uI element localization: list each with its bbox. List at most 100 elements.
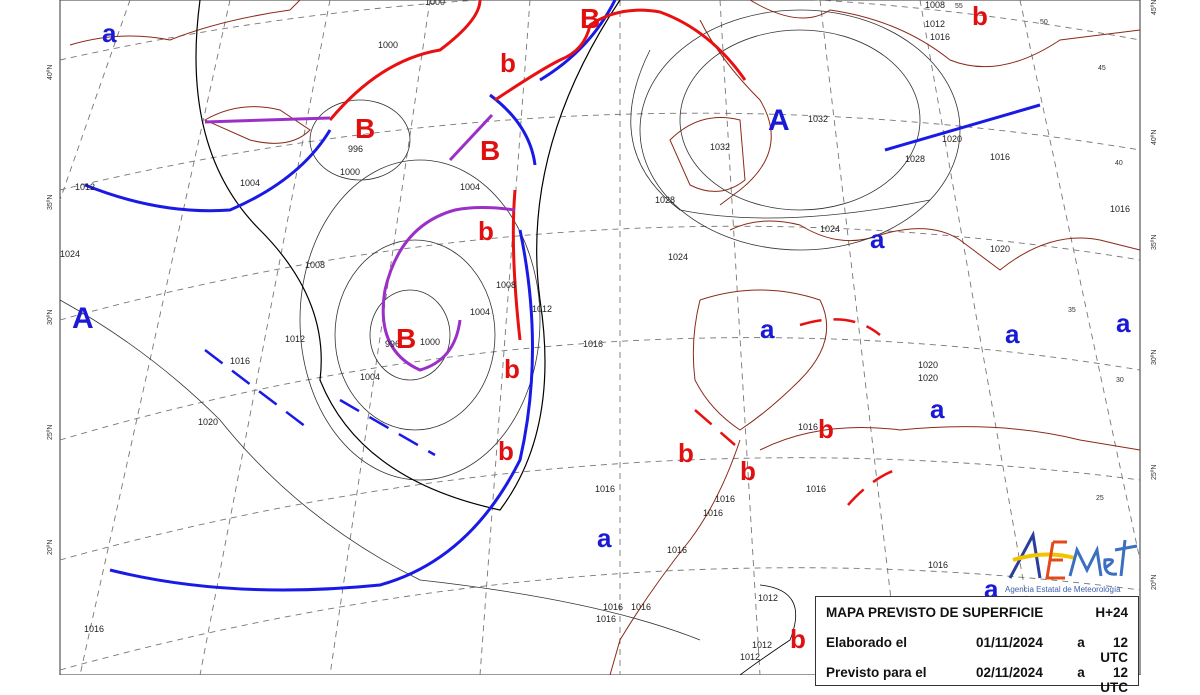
latitude-label: 45ºN [1151,0,1158,15]
valid-label: Previsto para el [826,665,927,680]
isobar-label: 1016 [806,484,826,494]
isobar-label: 1016 [596,614,616,624]
isobars [59,0,961,675]
made-time: 12 UTC [1100,635,1128,665]
relative-low: b [972,1,988,31]
forecast-horizon: H+24 [1095,605,1128,620]
isobar-label: 1028 [905,154,925,164]
longitude-label: 25 [1096,495,1104,502]
isobar-label: 1016 [667,545,687,555]
isobar-label: 1016 [990,152,1010,162]
made-at: a [1077,635,1085,650]
made-label: Elaborado el [826,635,908,650]
latitude-label: 30ºN [47,310,54,325]
aemet-logo: Agencia Estatal de Meteorología [1005,530,1140,594]
isobar-label: 1004 [470,307,490,317]
isobar-label: 1016 [930,32,950,42]
isobar-label: 1016 [798,422,818,432]
isobar-label: 1012 [75,182,95,192]
relative-high: a [597,523,612,553]
latitude-label: 35ºN [47,195,54,210]
isobar-label: 1020 [918,373,938,383]
map-title: MAPA PREVISTO DE SUPERFICIE [826,605,1044,620]
relative-low: b [790,624,806,654]
isobar-label: 1024 [668,252,688,262]
longitude-label: 45 [1098,65,1106,72]
isobar-label: 1008 [496,280,516,290]
relative-low: b [740,456,756,486]
high-pressure-center: A [72,302,94,335]
isobar-label: 1028 [655,195,675,205]
low-pressure-center: B [480,135,500,166]
isobar-label: 1024 [60,249,80,259]
isobar-label: 1016 [230,356,250,366]
coastlines [69,0,1141,675]
isobar-label: 1012 [752,640,772,650]
low-pressure-center: B [396,323,416,354]
isobar-label: 1004 [240,178,260,188]
isobar-label: 1012 [925,19,945,29]
low-pressure-center: B [580,3,600,34]
isobar-label: 1000 [340,167,360,177]
map-frame [59,0,1141,675]
weather-map: 1000 1000 996 1004 1000 1004 1008 1012 1016 1020 1… [47,0,1158,675]
latitude-label: 20ºN [47,540,54,555]
isobar-label: 1008 [925,0,945,10]
latitude-label: 30ºN [1151,350,1158,365]
relative-low: b [818,414,834,444]
isobar-label: 1004 [460,182,480,192]
isobar-label: 1016 [715,494,735,504]
latitude-label: 25ºN [47,425,54,440]
relative-low: b [498,436,514,466]
isobar-label: 1016 [631,602,651,612]
longitude-label: 30 [1116,377,1124,384]
valid-at: a [1077,665,1085,680]
cold-fronts [84,0,1041,592]
isobar-label: 1000 [425,0,445,7]
relative-high: a [870,224,885,254]
valid-date: 02/11/2024 [976,665,1043,680]
map-info-box: MAPA PREVISTO DE SUPERFICIE H+24 Elaborad… [815,596,1139,695]
low-pressure-center: B [355,113,375,144]
isobar-label: 996 [348,144,363,154]
logo-subtitle: Agencia Estatal de Meteorología [1005,585,1121,594]
occluded-fronts [204,113,516,372]
warm-fronts [328,0,896,506]
isobar-label: 1020 [990,244,1010,254]
valid-time: 12 UTC [1100,665,1128,695]
relative-low: b [678,438,694,468]
latitude-label: 35ºN [1151,235,1158,250]
relative-high: a [760,314,775,344]
isobar-label: 1016 [583,339,603,349]
longitude-label: 40 [1115,160,1123,167]
isobar-label: 1016 [84,624,104,634]
latitude-label: 25ºN [1151,465,1158,480]
grid-labels: 40ºN 35ºN 30ºN 25ºN 20ºN 45ºN 40ºN 35ºN 30ºN 25ºN… [47,0,1158,590]
relative-low: b [478,216,494,246]
isobar-label: 1024 [820,224,840,234]
isobar-label: 1000 [420,337,440,347]
lat-lon-grid [59,0,1141,675]
relative-high: a [102,18,117,48]
isobar-label: 1004 [360,372,380,382]
isobar-label: 1008 [305,260,325,270]
isobar-label: 1012 [740,652,760,662]
high-pressure-center: A [768,104,790,137]
isobar-label: 1016 [928,560,948,570]
latitude-label: 40ºN [47,65,54,80]
isobar-labels: 1000 1000 996 1004 1000 1004 1008 1012 1016 1020 1… [60,0,1130,662]
made-date: 01/11/2024 [976,635,1043,650]
isobar-label: 1012 [285,334,305,344]
latitude-label: 20ºN [1151,575,1158,590]
isobar-label: 1016 [595,484,615,494]
isobar-label: 1012 [532,304,552,314]
pressure-centers: A A B B B Ba a a a a a a a b b b b b b b b b [72,1,1131,654]
longitude-label: 55 [955,3,963,10]
relative-high: a [1005,319,1020,349]
isobar-label: 1012 [758,593,778,603]
longitude-label: 50 [1040,19,1048,26]
aemet-logo-graphic [1008,530,1138,580]
isobar-label: 1020 [918,360,938,370]
relative-high: a [930,394,945,424]
isobar-label: 1016 [1110,204,1130,214]
